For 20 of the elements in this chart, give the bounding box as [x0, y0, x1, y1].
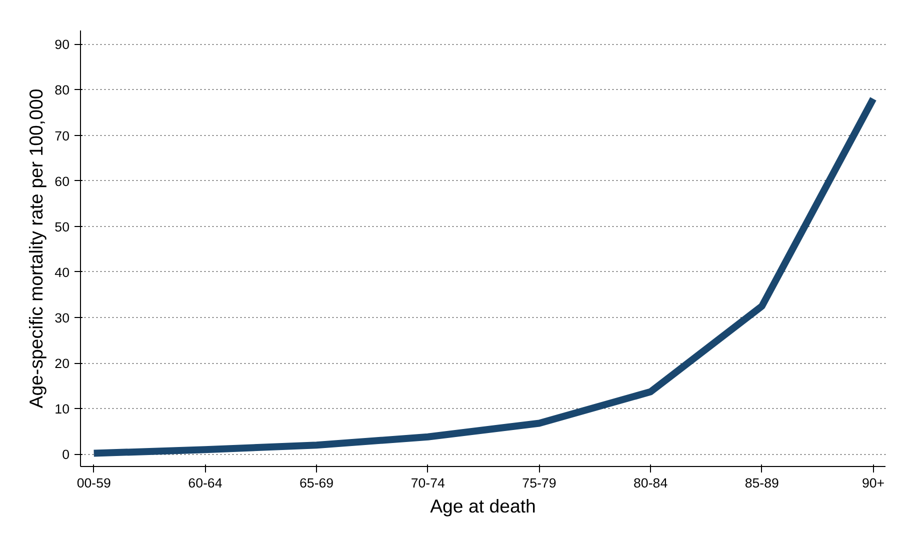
y-tick-label: 70: [54, 128, 70, 144]
x-axis-title: Age at death: [430, 496, 536, 516]
x-tick-label: 75-79: [522, 476, 556, 490]
y-tick-label: 40: [54, 264, 70, 280]
y-tick-label: 0: [62, 447, 70, 462]
x-tick-label: 70-74: [410, 476, 446, 490]
x-tick-label: 60-64: [188, 476, 223, 490]
y-tick-label: 60: [54, 174, 70, 189]
y-tick-label: 10: [54, 402, 70, 417]
y-tick-label: 30: [54, 310, 70, 326]
y-tick-label: 50: [54, 219, 70, 234]
x-tick-label: 85-89: [744, 476, 779, 490]
x-tick-label: 90+: [862, 476, 885, 490]
y-tick-label: 90: [54, 37, 70, 52]
x-tick-label: 00-59: [76, 476, 111, 490]
y-tick-label: 80: [54, 82, 70, 98]
x-tick-label: 65-69: [300, 476, 334, 490]
x-tick-label: 80-84: [634, 476, 668, 490]
y-axis-title: Age-specific mortality rate per 100,000: [26, 88, 47, 408]
y-tick-label: 20: [54, 356, 70, 372]
